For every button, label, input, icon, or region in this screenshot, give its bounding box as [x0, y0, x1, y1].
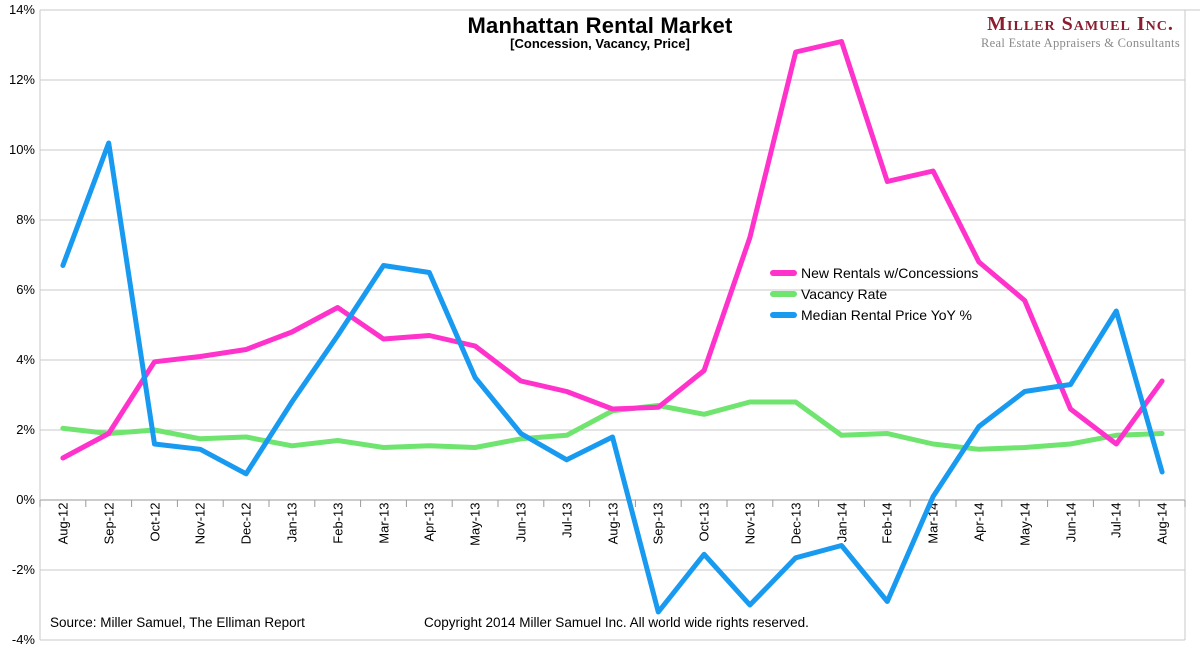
- miller-samuel-logo: Miller Samuel Inc. Real Estate Appraiser…: [981, 13, 1180, 51]
- y-axis-tick-label: -2%: [11, 562, 35, 577]
- legend-swatch-icon: [770, 311, 797, 318]
- copyright-note: Copyright 2014 Miller Samuel Inc. All wo…: [424, 615, 809, 630]
- gridlines: [39, 9, 1200, 641]
- y-axis-tick-label: 2%: [16, 422, 35, 437]
- legend-item: Vacancy Rate: [770, 283, 978, 304]
- legend-item: Median Rental Price YoY %: [770, 304, 978, 325]
- y-axis-tick-label: 10%: [8, 142, 35, 157]
- logo-tagline: Real Estate Appraisers & Consultants: [981, 36, 1180, 50]
- series-line-2: [60, 140, 1165, 615]
- legend-item: New Rentals w/Concessions: [770, 262, 978, 283]
- y-axis-tick-label: 12%: [8, 72, 35, 87]
- y-axis-tick-label: 14%: [8, 2, 35, 17]
- chart-title: Manhattan Rental Market: [467, 13, 733, 38]
- logo-name: Miller Samuel Inc.: [987, 13, 1174, 35]
- chart-legend: New Rentals w/Concessions Vacancy Rate Med…: [770, 262, 978, 325]
- y-axis-tick-label: -4%: [11, 632, 35, 647]
- series-line-0: [60, 39, 1165, 461]
- legend-label: New Rentals w/Concessions: [801, 264, 979, 281]
- legend-swatch-icon: [770, 269, 797, 276]
- y-axis-tick-label: 4%: [16, 352, 35, 367]
- y-axis-tick-label: 8%: [16, 212, 35, 227]
- legend-swatch-icon: [770, 290, 797, 297]
- chart-subtitle: [Concession, Vacancy, Price]: [510, 36, 690, 51]
- legend-label: Vacancy Rate: [801, 285, 888, 302]
- x-axis-ticks: [39, 500, 1186, 507]
- source-note: Source: Miller Samuel, The Elliman Repor…: [50, 615, 305, 630]
- y-axis-tick-label: 6%: [16, 282, 35, 297]
- legend-label: Median Rental Price YoY %: [801, 306, 972, 323]
- y-axis-tick-label: 0%: [16, 492, 35, 507]
